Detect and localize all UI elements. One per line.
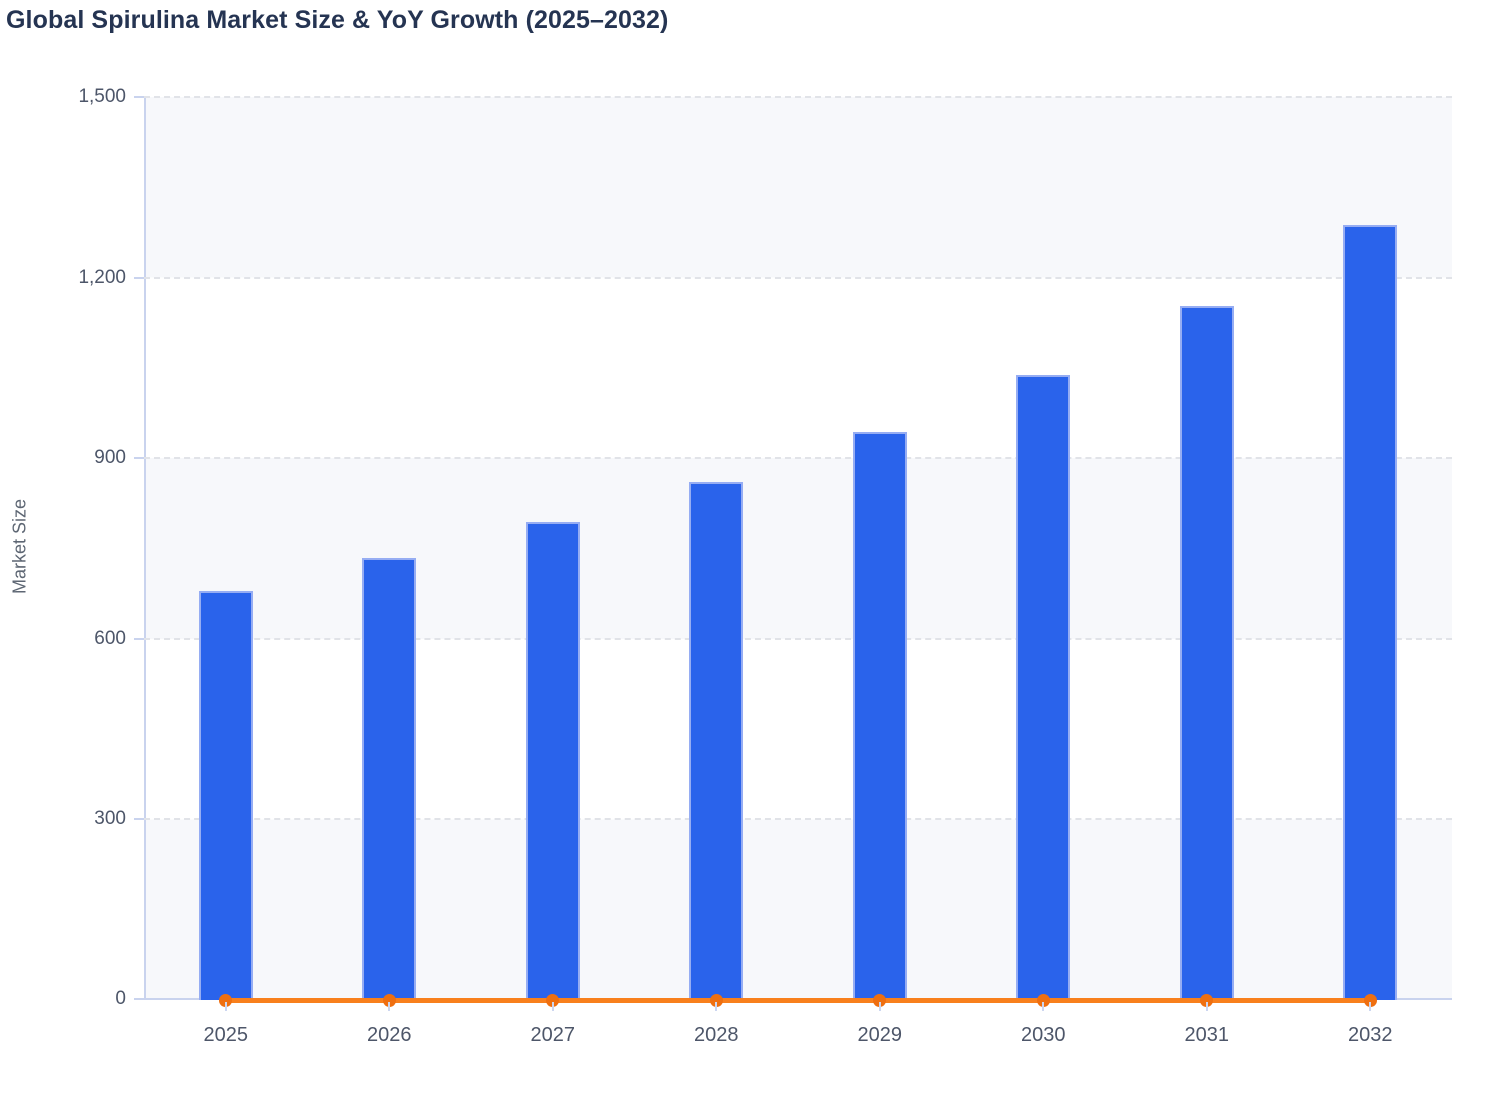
bar-2026	[362, 558, 417, 1000]
y-axis-tick	[134, 96, 144, 98]
bar-2027	[525, 522, 580, 1000]
x-tick-label-2031: 2031	[1184, 1024, 1230, 1046]
bar-2031	[1179, 305, 1234, 1000]
gridline-y-300	[144, 818, 1452, 821]
yoy-growth-point-2030	[1036, 994, 1050, 1007]
x-tick-label-2028: 2028	[694, 1024, 739, 1046]
yoy-growth-point-2026	[382, 994, 396, 1007]
plot-area: 0 300 600 900 1,200 1,500 2025 2026 2027 2028 2029…	[78, 86, 1452, 1046]
x-tick-label-2029: 2029	[857, 1024, 903, 1046]
x-tick-label-2030: 2030	[1021, 1024, 1066, 1046]
y-tick-label: 1,500	[78, 86, 126, 107]
y-tick-label: 300	[94, 808, 126, 830]
x-tick-label-2032: 2032	[1348, 1024, 1393, 1046]
bar-2032	[1343, 225, 1398, 1000]
yoy-growth-point-2027	[546, 994, 560, 1007]
yoy-growth-point-2031	[1200, 994, 1214, 1007]
y-axis-tick	[134, 457, 144, 460]
bar-2028	[689, 482, 744, 1000]
y-axis-tick	[134, 637, 144, 640]
x-axis-tick	[878, 1002, 881, 1011]
y-tick-label: 1,200	[78, 266, 126, 288]
y-axis-tick	[134, 818, 144, 821]
gridline-y-600	[144, 637, 1452, 640]
chart-title: Global Spirulina Market Size & YoY Growt…	[6, 6, 669, 34]
x-axis-tick	[224, 1002, 227, 1011]
x-tick-label-2025: 2025	[203, 1024, 249, 1046]
yoy-growth-point-2029	[873, 994, 887, 1007]
x-axis-tick	[1042, 1002, 1045, 1011]
x-tick-label-2027: 2027	[530, 1024, 576, 1046]
x-tick-label-2026: 2026	[367, 1024, 412, 1046]
x-axis-tick	[1205, 1002, 1208, 1011]
y-axis-title: Market Size	[9, 498, 30, 595]
bar-2025	[198, 590, 253, 1000]
y-axis-tick	[134, 276, 144, 279]
x-axis-tick	[388, 1002, 391, 1011]
y-axis-line	[144, 97, 146, 1000]
yoy-growth-point-2028	[709, 994, 723, 1007]
yoy-growth-point-2032	[1363, 994, 1377, 1007]
bar-2029	[852, 432, 907, 1000]
gridline-y-1,200	[144, 276, 1452, 279]
y-tick-label: 600	[94, 627, 126, 649]
x-axis-tick	[1369, 1002, 1372, 1011]
x-axis-tick	[551, 1002, 554, 1011]
yoy-growth-point-2025	[219, 994, 233, 1007]
x-axis-tick	[715, 1002, 718, 1011]
gridline-y-900	[144, 457, 1452, 460]
bar-2030	[1016, 375, 1071, 1000]
y-tick-label: 900	[94, 447, 126, 469]
gridline-y-1,500	[144, 96, 1452, 98]
yoy-growth-line	[225, 998, 1371, 1003]
y-tick-label: 0	[115, 988, 126, 1009]
y-axis-tick	[134, 998, 144, 1000]
